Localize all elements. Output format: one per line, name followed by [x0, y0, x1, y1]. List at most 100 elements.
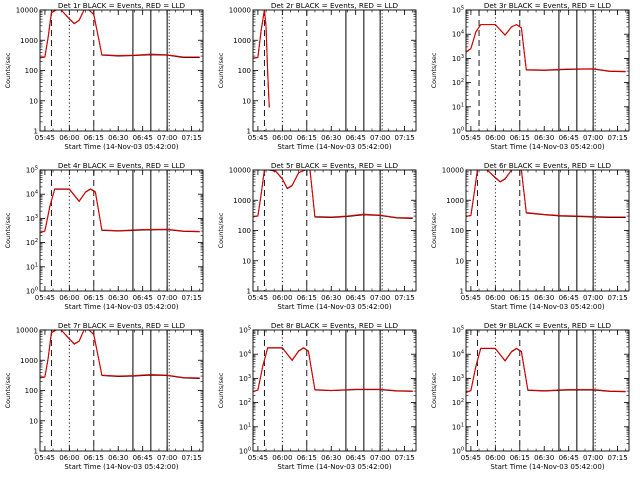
chart-svg: Det 7r BLACK = Events, RED = LLD 1 10 100 10… — [4, 321, 204, 471]
y-tick-label: 102 — [452, 78, 464, 87]
marker-lines — [50, 170, 170, 291]
x-tick-label: 06:30 — [108, 294, 128, 302]
y-tick-label: 1 — [34, 128, 38, 136]
y-tick-label: 1 — [247, 288, 251, 296]
x-tick-label: 07:00 — [583, 454, 603, 462]
x-tick-label: 06:15 — [84, 134, 104, 142]
x-tick-label: 06:00 — [272, 134, 292, 142]
y-axis-label: Counts/sec — [430, 372, 438, 408]
x-tick-label: 06:30 — [534, 134, 554, 142]
x-tick-label: 05:45 — [35, 454, 55, 462]
panel-title: Det 5r BLACK = Events, RED = LLD — [271, 161, 399, 170]
y-tick-label: 104 — [239, 350, 251, 359]
x-tick-label: 06:15 — [297, 454, 317, 462]
y-axis-label: Counts/sec — [217, 212, 225, 248]
y-tick-label: 1000 — [446, 197, 464, 205]
chart-svg: Det 8r BLACK = Events, RED = LLD 100 101 10… — [217, 321, 417, 471]
chart-svg: Det 6r BLACK = Events, RED = LLD 1 10 100 10… — [430, 161, 630, 311]
x-tick-label: 06:00 — [485, 294, 505, 302]
series-line-red — [466, 24, 626, 72]
x-tick-label: 06:45 — [559, 454, 579, 462]
y-tick-label: 10 — [242, 97, 251, 105]
y-tick-label: 1000 — [20, 37, 38, 45]
x-tick-label: 07:00 — [370, 294, 390, 302]
series-group — [253, 170, 413, 219]
x-tick-label: 06:00 — [272, 454, 292, 462]
x-tick-label: 06:15 — [510, 294, 530, 302]
x-tick-label: 06:15 — [84, 454, 104, 462]
y-tick-label: 102 — [452, 398, 464, 407]
y-tick-label: 100 — [239, 447, 251, 456]
chart-svg: Det 2r BLACK = Events, RED = LLD 1 10 100 10… — [217, 1, 417, 151]
series-group — [40, 188, 200, 234]
y-tick-label: 100 — [238, 227, 251, 235]
panel-title: Det 6r BLACK = Events, RED = LLD — [484, 161, 612, 170]
plot-frame — [465, 9, 630, 132]
x-tick-label: 07:15 — [394, 134, 414, 142]
series-line-red — [466, 347, 626, 393]
x-tick-label: 06:30 — [108, 454, 128, 462]
y-axis-label: Counts/sec — [217, 52, 225, 88]
detector-panel: Det 8r BLACK = Events, RED = LLD 100 101 10… — [213, 320, 426, 480]
detector-panel: Det 9r BLACK = Events, RED = LLD 100 101 10… — [426, 320, 639, 480]
series-line-red — [466, 170, 626, 218]
panel-title: Det 7r BLACK = Events, RED = LLD — [58, 321, 186, 330]
chart-svg: Det 9r BLACK = Events, RED = LLD 100 101 10… — [430, 321, 630, 471]
marker-lines — [50, 10, 170, 131]
y-tick-label: 100 — [25, 387, 38, 395]
series-line-red — [253, 347, 413, 393]
x-axis-label: Start Time (14-Nov-03 05:42:00) — [64, 463, 178, 471]
y-tick-label: 103 — [452, 374, 464, 383]
y-tick-label: 10 — [29, 97, 38, 105]
series-line-black — [40, 188, 200, 234]
detector-panel: Det 2r BLACK = Events, RED = LLD 1 10 100 10… — [213, 0, 426, 160]
y-tick-label: 105 — [452, 326, 464, 335]
marker-lines — [476, 170, 596, 291]
series-line-red — [40, 10, 200, 59]
chart-svg: Det 4r BLACK = Events, RED = LLD 100 101 10… — [4, 161, 204, 311]
marker-lines — [50, 330, 170, 451]
series-line-red — [253, 10, 270, 108]
y-tick-label: 10000 — [16, 327, 38, 335]
y-tick-label: 100 — [26, 287, 38, 296]
chart-svg: Det 3r BLACK = Events, RED = LLD 100 101 10… — [430, 1, 630, 151]
x-tick-label: 07:15 — [607, 294, 627, 302]
plot-frame — [252, 169, 417, 292]
x-tick-label: 06:45 — [133, 294, 153, 302]
y-tick-label: 100 — [452, 127, 464, 136]
x-tick-label: 06:30 — [534, 294, 554, 302]
x-tick-label: 06:45 — [346, 294, 366, 302]
x-tick-label: 07:00 — [157, 454, 177, 462]
x-axis-label: Start Time (14-Nov-03 05:42:00) — [277, 303, 391, 311]
series-line-red — [253, 170, 413, 219]
series-line-black — [466, 170, 626, 218]
plot-frame — [252, 9, 417, 132]
series-line-black — [40, 330, 200, 379]
x-tick-label: 06:45 — [559, 294, 579, 302]
x-tick-label: 06:00 — [485, 134, 505, 142]
x-axis-label: Start Time (14-Nov-03 05:42:00) — [277, 143, 391, 151]
x-axis-label: Start Time (14-Nov-03 05:42:00) — [64, 303, 178, 311]
x-tick-label: 06:45 — [559, 134, 579, 142]
x-tick-label: 07:00 — [583, 134, 603, 142]
plot-frame — [465, 169, 630, 292]
x-tick-label: 07:15 — [607, 134, 627, 142]
y-tick-label: 105 — [239, 326, 251, 335]
series-group — [466, 170, 626, 218]
detector-panel: Det 5r BLACK = Events, RED = LLD 1 10 100 10… — [213, 160, 426, 320]
x-tick-label: 07:00 — [370, 454, 390, 462]
series-group — [253, 10, 270, 108]
y-axis-label: Counts/sec — [217, 372, 225, 408]
x-tick-label: 06:30 — [321, 134, 341, 142]
x-tick-label: 05:45 — [461, 294, 481, 302]
y-tick-label: 103 — [452, 54, 464, 63]
x-tick-label: 06:00 — [59, 134, 79, 142]
y-tick-label: 1000 — [233, 37, 251, 45]
y-tick-label: 1000 — [233, 197, 251, 205]
y-tick-label: 10 — [242, 257, 251, 265]
marker-lines — [263, 330, 383, 451]
y-tick-label: 104 — [452, 30, 464, 39]
panel-title: Det 1r BLACK = Events, RED = LLD — [58, 1, 186, 10]
series-group — [253, 347, 413, 393]
x-axis-label: Start Time (14-Nov-03 05:42:00) — [490, 463, 604, 471]
